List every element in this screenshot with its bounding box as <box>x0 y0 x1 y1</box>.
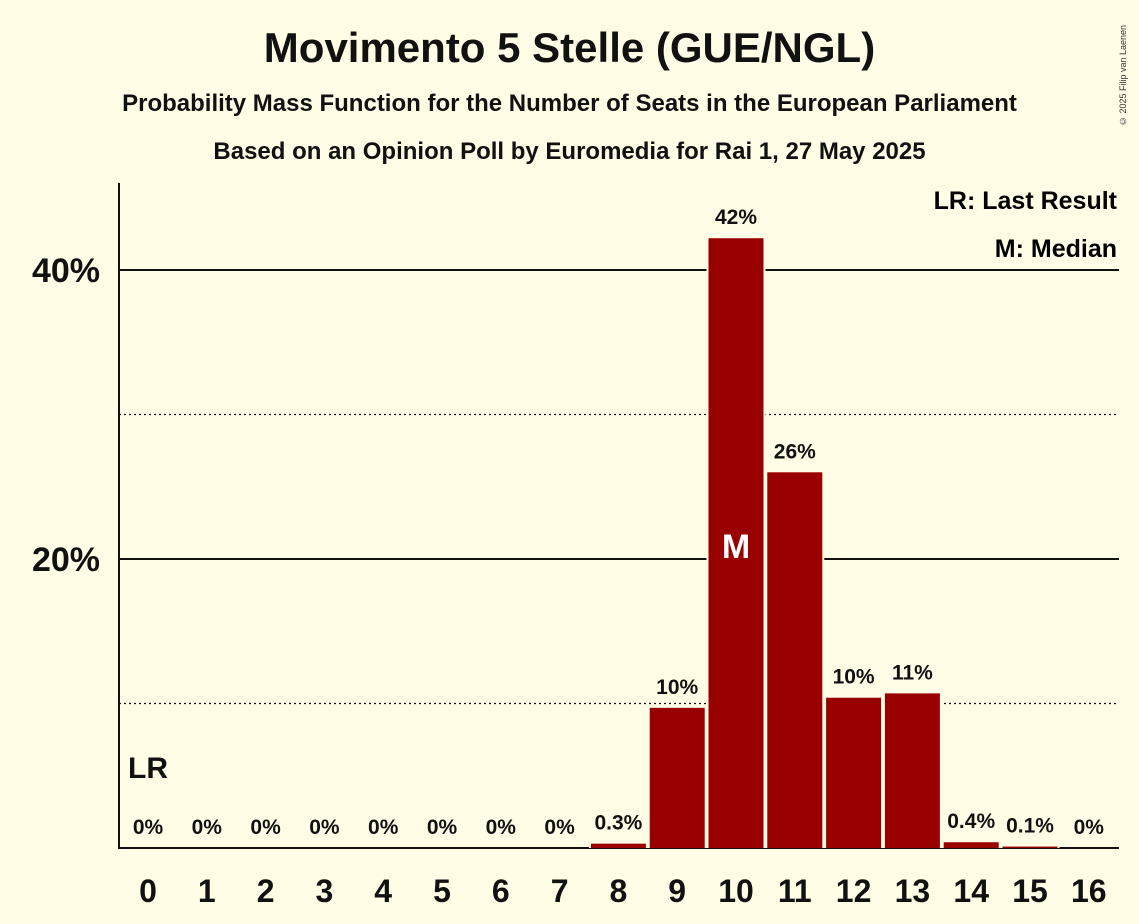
bar-seat-12 <box>826 697 882 848</box>
x-tick-label-9: 9 <box>668 873 686 909</box>
x-tick-label-5: 5 <box>433 873 451 909</box>
chart-subtitle: Probability Mass Function for the Number… <box>122 90 1017 117</box>
bar-seat-14 <box>943 842 999 848</box>
last-result-marker: LR <box>128 752 168 785</box>
data-label-3: 0% <box>309 816 340 839</box>
data-label-8: 0.3% <box>594 812 642 835</box>
y-tick-label-20: 20% <box>32 541 100 579</box>
data-label-1: 0% <box>192 816 223 839</box>
data-label-5: 0% <box>427 816 458 839</box>
data-label-14: 0.4% <box>947 810 995 833</box>
data-label-4: 0% <box>368 816 399 839</box>
data-label-15: 0.1% <box>1006 815 1054 838</box>
data-label-11: 26% <box>774 440 816 463</box>
bar-seat-11 <box>767 472 823 848</box>
data-label-16: 0% <box>1074 816 1105 839</box>
median-marker: M <box>722 528 750 566</box>
bar-gap-15 <box>1000 844 1060 848</box>
x-tick-label-6: 6 <box>492 873 510 909</box>
bar-layer <box>588 236 1060 848</box>
data-label-2: 0% <box>250 816 281 839</box>
data-label-13: 11% <box>892 661 933 684</box>
chart-source: Based on an Opinion Poll by Euromedia fo… <box>213 138 926 165</box>
x-tick-label-15: 15 <box>1012 873 1048 909</box>
x-tick-label-3: 3 <box>316 873 334 909</box>
data-label-6: 0% <box>486 816 517 839</box>
legend-last-result: LR: Last Result <box>934 187 1118 215</box>
y-tick-label-40: 40% <box>32 252 100 290</box>
grid-layer: 20% 40% <box>32 183 1119 849</box>
bar-seat-9 <box>649 707 705 848</box>
bar-seat-10 <box>708 238 764 848</box>
x-tick-label-2: 2 <box>257 873 275 909</box>
x-tick-label-0: 0 <box>139 873 157 909</box>
x-tick-label-13: 13 <box>895 873 931 909</box>
chart-title: Movimento 5 Stelle (GUE/NGL) <box>263 24 876 71</box>
x-tick-label-4: 4 <box>374 873 392 909</box>
label-layer: 0%00%10%20%30%40%50%60%70.3%810%942%1026… <box>128 206 1107 909</box>
x-tick-label-1: 1 <box>198 873 216 909</box>
x-tick-label-10: 10 <box>718 873 754 909</box>
x-tick-label-16: 16 <box>1071 873 1107 909</box>
x-tick-label-7: 7 <box>551 873 569 909</box>
x-tick-label-12: 12 <box>836 873 872 909</box>
x-tick-label-8: 8 <box>610 873 628 909</box>
data-label-0: 0% <box>133 816 164 839</box>
x-tick-label-11: 11 <box>778 873 812 909</box>
bar-seat-13 <box>884 693 940 848</box>
legend-median: M: Median <box>995 235 1117 263</box>
data-label-12: 10% <box>833 666 875 689</box>
data-label-7: 0% <box>544 816 575 839</box>
x-tick-label-14: 14 <box>953 873 989 909</box>
bar-seat-15 <box>1002 846 1058 848</box>
data-label-10: 42% <box>715 206 757 229</box>
data-label-9: 10% <box>656 676 698 699</box>
bar-seat-8 <box>590 843 646 848</box>
